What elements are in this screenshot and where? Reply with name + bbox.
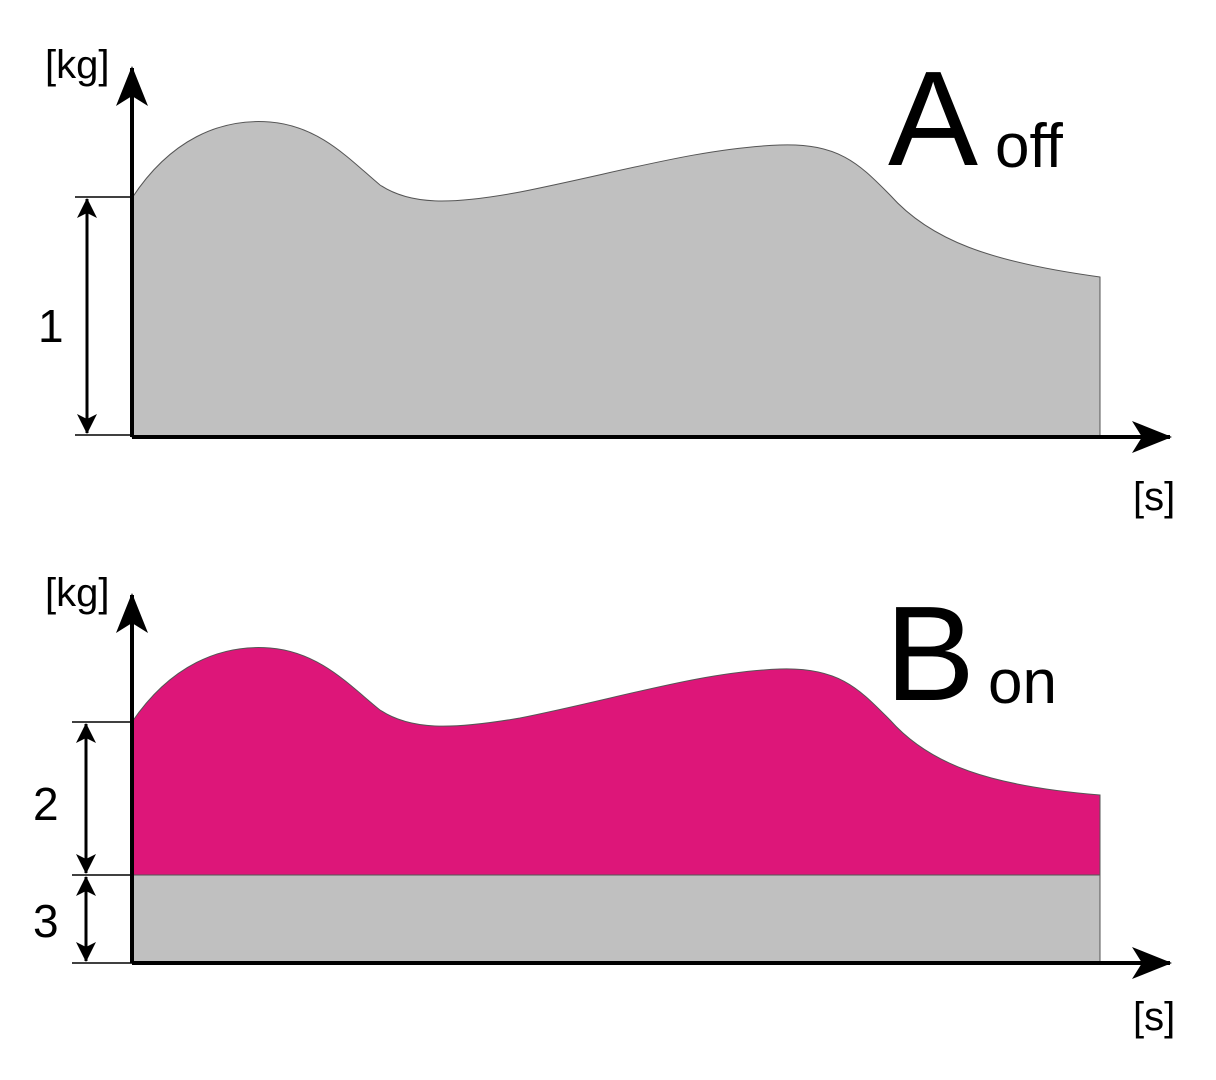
panel-state: off (995, 112, 1064, 181)
panel-b: [kg] [s] 2 3 B on (33, 571, 1175, 1039)
panel-letter: A (888, 43, 978, 194)
y-unit: [kg] (45, 43, 109, 87)
base-area (131, 874, 1101, 964)
panel-letter: B (885, 578, 975, 729)
dimension-label: 3 (33, 895, 59, 947)
load-area (131, 121, 1101, 438)
x-unit: [s] (1133, 995, 1175, 1039)
dimension-label: 1 (38, 300, 64, 352)
y-unit: [kg] (45, 571, 109, 615)
panel-a: [kg] [s] 1 A off (38, 43, 1175, 519)
dimension-label: 2 (33, 778, 59, 830)
panel-state: on (988, 648, 1057, 717)
load-area (131, 647, 1101, 876)
x-unit: [s] (1133, 475, 1175, 519)
